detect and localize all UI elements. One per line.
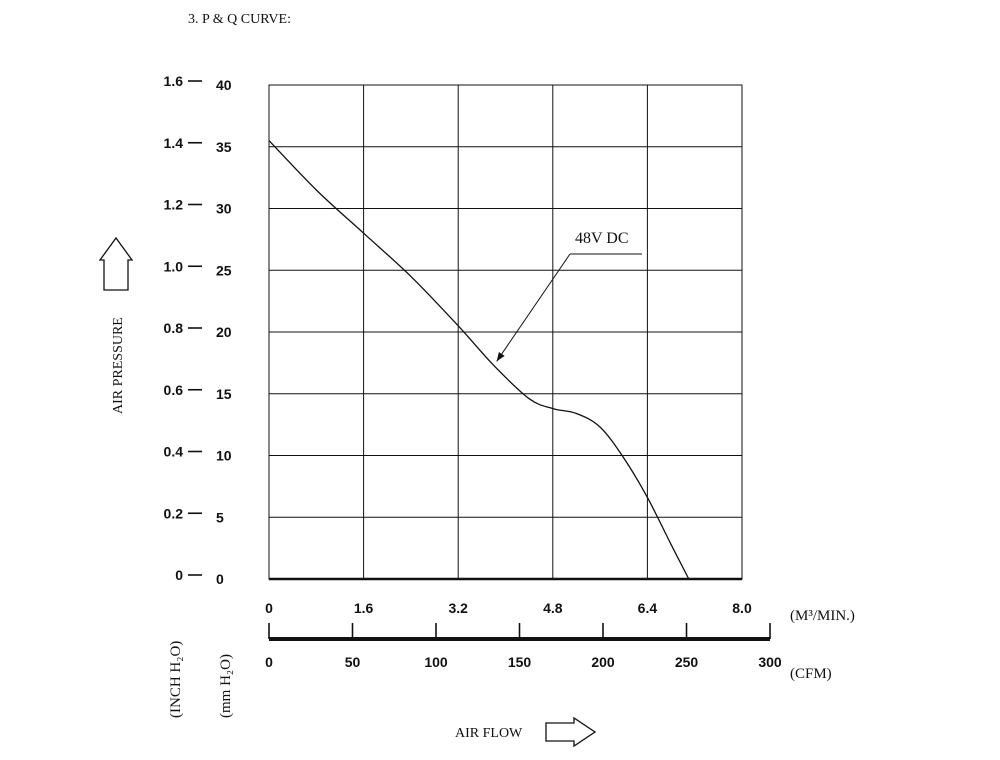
right-arrow-icon [545, 716, 597, 748]
x-tick-label-cfm: 150 [508, 654, 532, 670]
y-tick-label-inch: 0 [175, 567, 183, 583]
x-tick-label-m3min: 0 [265, 600, 273, 616]
series-line-48v-dc [268, 140, 690, 580]
y-unit-mm: (mm H₂O) [218, 654, 234, 718]
y-tick-label-mm: 40 [216, 77, 232, 93]
x-tick-label-m3min: 8.0 [732, 600, 752, 616]
y-unit-inch: (INCH H₂O) [168, 641, 184, 718]
x-tick-label-m3min: 4.8 [543, 600, 563, 616]
callout-leader-line [496, 253, 571, 362]
y-tick-label-mm: 15 [216, 386, 232, 402]
x-tick-label-m3min: 6.4 [638, 600, 658, 616]
y-tick-label-mm: 0 [216, 571, 224, 587]
plot-frame [268, 84, 743, 580]
x-tick-label-cfm: 200 [591, 654, 615, 670]
x-unit-cfm: (CFM) [790, 666, 832, 682]
series-callout: 48V DC [496, 230, 642, 362]
air-flow-label-group: AIR FLOW [455, 716, 597, 748]
y-tick-label-inch: 0.6 [164, 382, 184, 398]
y-tick-label-mm: 10 [216, 448, 232, 464]
callout-arrowhead [496, 351, 505, 362]
y-tick-label-inch: 1.6 [164, 73, 184, 89]
y-tick-label-mm: 30 [216, 201, 232, 217]
y-tick-label-inch: 0.8 [164, 320, 184, 336]
x-tick-label-cfm: 300 [758, 654, 782, 670]
x-axis-title: AIR FLOW [455, 726, 523, 741]
x-tick-label-cfm: 50 [345, 654, 361, 670]
y-tick-label-inch: 1.2 [164, 197, 184, 213]
up-arrow-icon [98, 236, 134, 291]
section-heading: 3. P & Q CURVE: [188, 12, 291, 27]
y-tick-label-mm: 20 [216, 324, 232, 340]
y-tick-label-inch: 1.0 [164, 258, 184, 274]
y-axis-inch-h2o: 0 0.2 0.4 0.6 0.8 1.0 1.2 1.4 1.6 [164, 73, 202, 583]
air-pressure-label-group: AIR PRESSURE [98, 236, 134, 414]
y-tick-label-inch: 0.4 [164, 444, 184, 460]
y-tick-label-inch: 0.2 [164, 505, 184, 521]
x-tick-label-cfm: 100 [424, 654, 448, 670]
x-tick-label-m3min: 3.2 [448, 600, 468, 616]
x-tick-label-m3min: 1.6 [354, 600, 374, 616]
x-axis-m3-min: 0 1.6 3.2 4.8 6.4 8.0 [265, 600, 752, 616]
y-tick-label-mm: 25 [216, 262, 232, 278]
y-tick-label-inch: 1.4 [164, 135, 184, 151]
x-tick-label-cfm: 250 [675, 654, 699, 670]
y-axis-mm-h2o: 0 5 10 15 20 25 30 35 40 [216, 77, 232, 587]
x-tick-label-cfm: 0 [265, 654, 273, 670]
y-tick-label-mm: 5 [216, 509, 224, 525]
x-unit-m3min: (M³/MIN.) [790, 608, 855, 624]
series-layer: 48V DC [268, 140, 690, 580]
y-axis-title: AIR PRESSURE [111, 317, 126, 414]
chart-grid [269, 85, 742, 581]
x-axis-cfm: 0 50 100 150 200 250 300 [265, 623, 782, 670]
series-label: 48V DC [575, 230, 629, 247]
y-tick-label-mm: 35 [216, 139, 232, 155]
